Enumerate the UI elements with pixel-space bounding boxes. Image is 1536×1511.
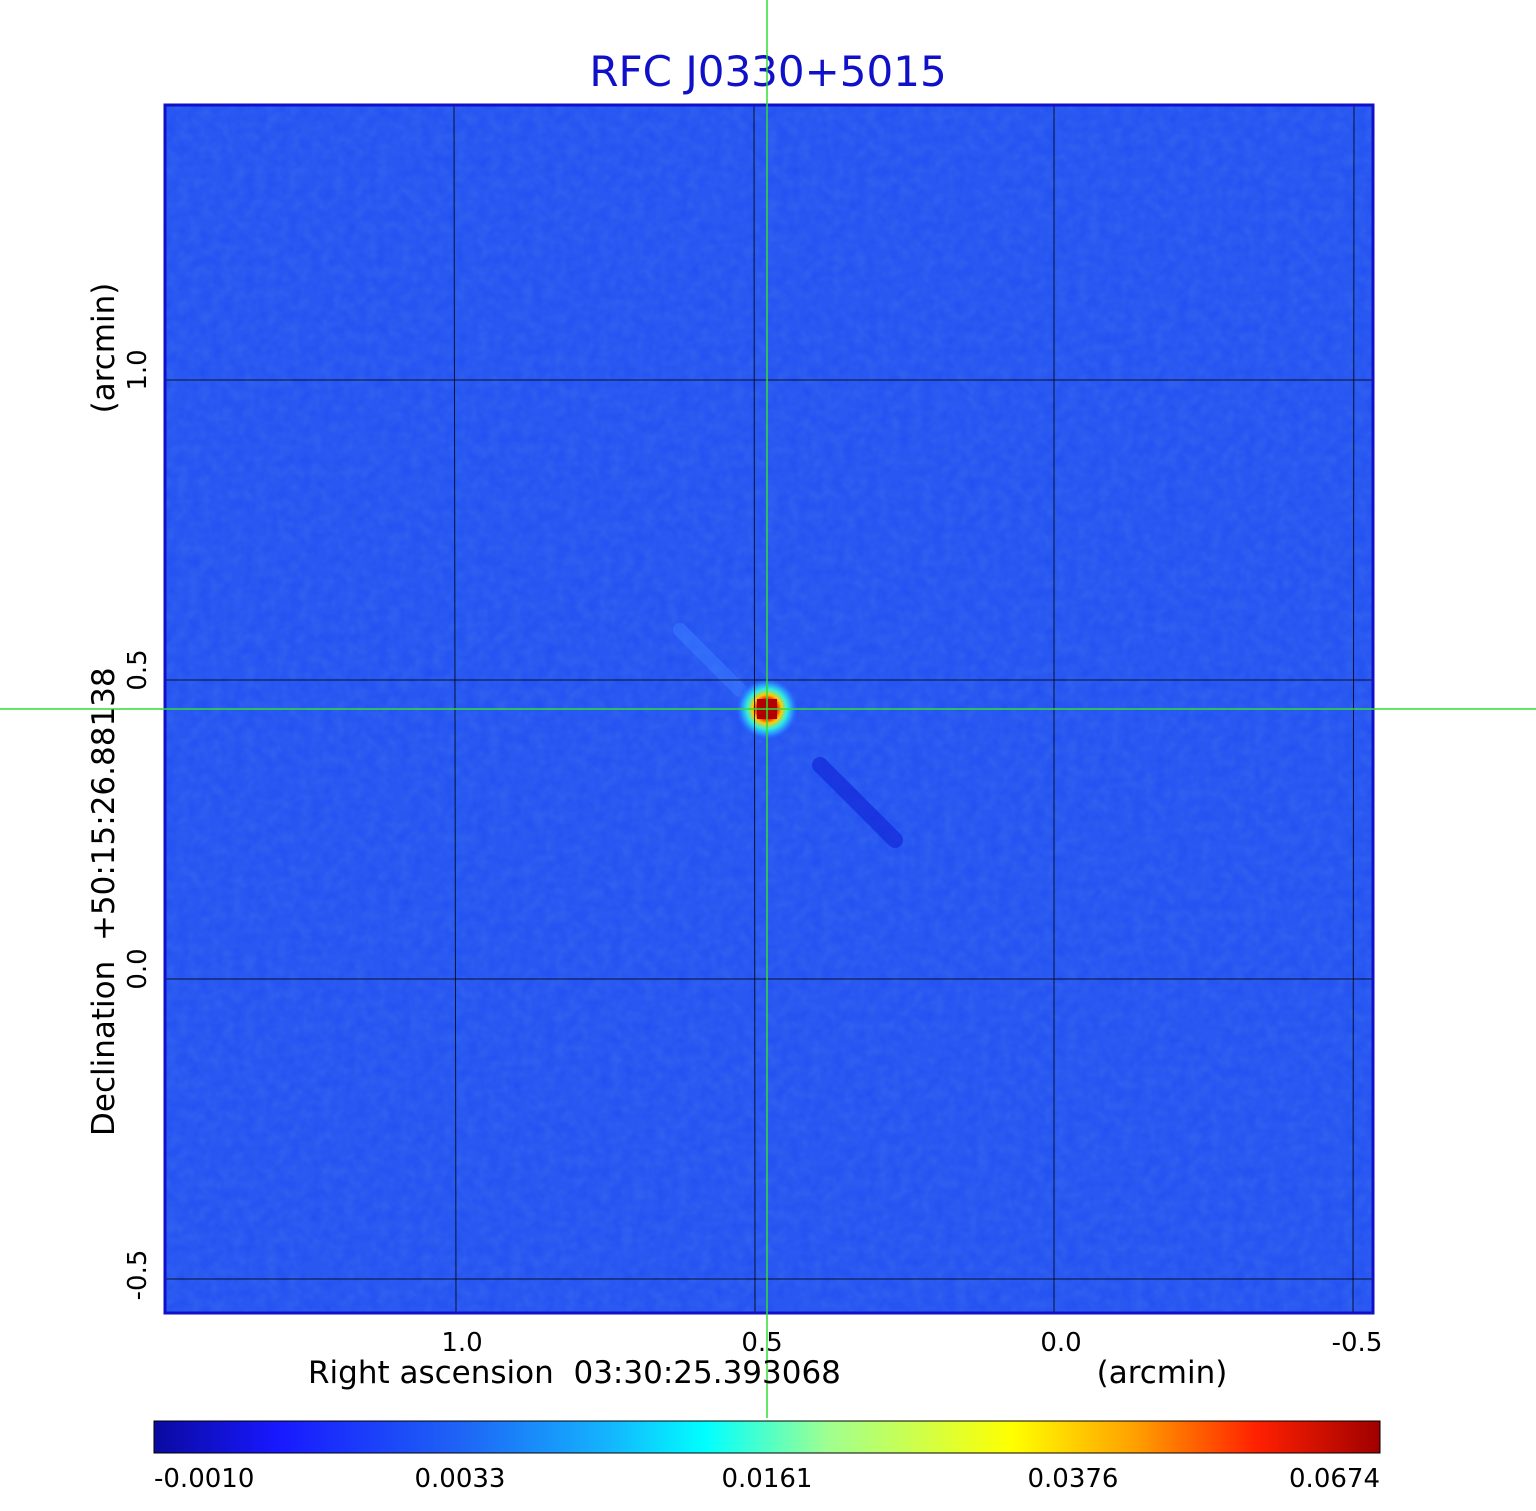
x-axis-label: Right ascension 03:30:25.393068 bbox=[308, 1355, 841, 1391]
y-axis-label: Declination +50:15:26.88138 bbox=[86, 667, 122, 1136]
colorbar-tick-label: 0.0161 bbox=[722, 1464, 813, 1494]
x-tick-label: -0.5 bbox=[1332, 1328, 1383, 1358]
y-tick-label: -0.5 bbox=[123, 1250, 153, 1301]
colorbar-tick-label: 0.0376 bbox=[1028, 1464, 1119, 1494]
y-tick-label: 1.0 bbox=[123, 349, 153, 390]
colorbar: -0.0010 0.0033 0.0161 0.0376 0.0674 bbox=[153, 1420, 1381, 1494]
x-axis: 1.0 0.5 0.0 -0.5 Right ascension 03:30:2… bbox=[308, 1328, 1382, 1391]
sidelobe-streak-dark bbox=[812, 757, 903, 848]
x-axis-unit: (arcmin) bbox=[1097, 1355, 1228, 1391]
colorbar-tick-label: -0.0010 bbox=[154, 1464, 254, 1494]
colorbar-tick-label: 0.0674 bbox=[1289, 1464, 1380, 1494]
crosshair bbox=[0, 0, 1536, 1418]
y-tick-label: 0.0 bbox=[123, 948, 153, 989]
y-axis-unit: (arcmin) bbox=[86, 283, 122, 414]
x-tick-label: 1.0 bbox=[441, 1328, 482, 1358]
colorbar-gradient bbox=[153, 1420, 1381, 1454]
figure-title: RFC J0330+5015 bbox=[589, 47, 946, 96]
y-tick-label: 0.5 bbox=[123, 649, 153, 690]
x-tick-label: 0.5 bbox=[741, 1328, 782, 1358]
colorbar-tick-label: 0.0033 bbox=[415, 1464, 506, 1494]
x-tick-label: 0.0 bbox=[1040, 1328, 1081, 1358]
y-axis: 1.0 0.5 0.0 -0.5 Declination +50:15:26.8… bbox=[86, 283, 153, 1301]
